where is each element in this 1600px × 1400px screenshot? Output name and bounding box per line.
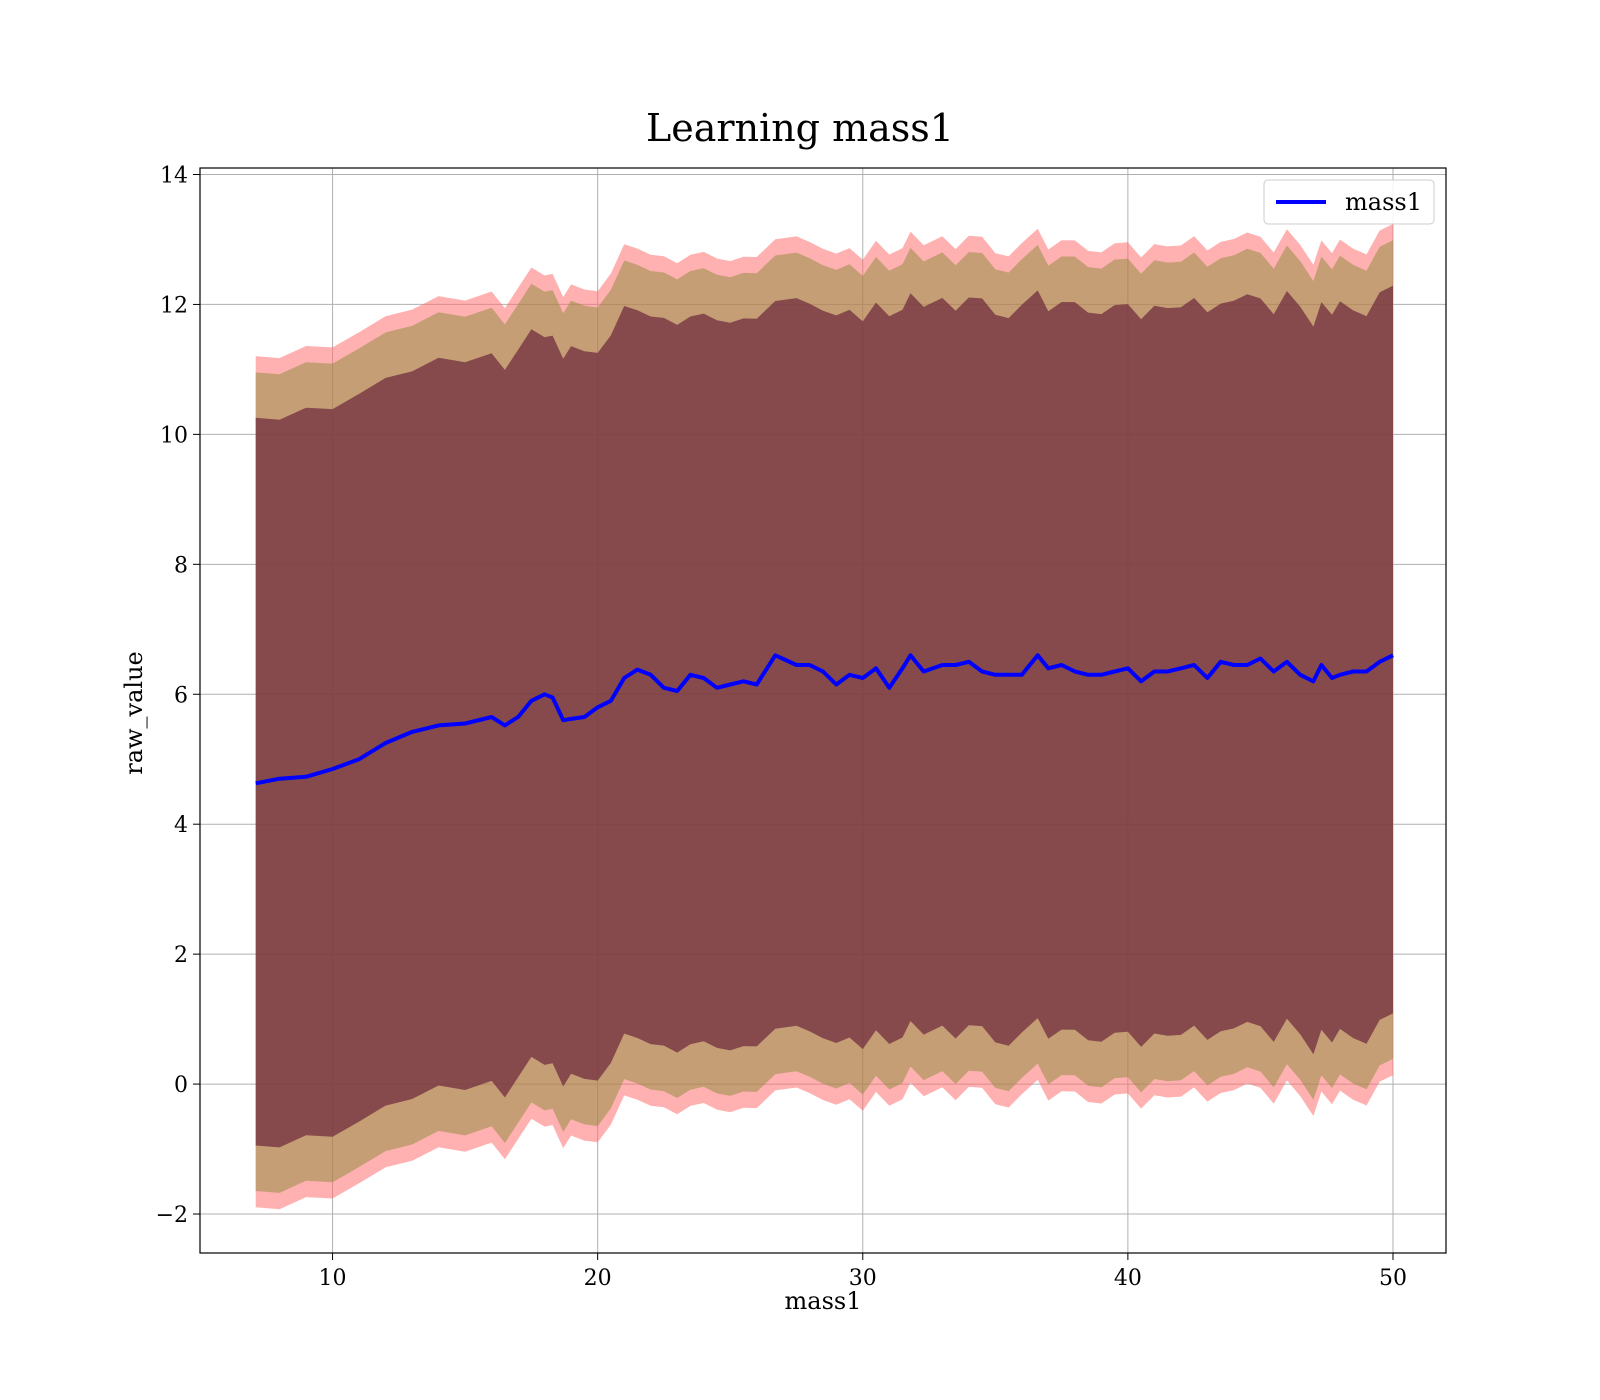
y-tick-label: 8 xyxy=(174,553,188,578)
legend-entry-mass1: mass1 xyxy=(1345,188,1422,216)
y-tick-label: −2 xyxy=(156,1203,188,1228)
y-tick-label: 0 xyxy=(174,1073,188,1098)
x-tick-label: 20 xyxy=(584,1266,612,1291)
x-tick-label: 50 xyxy=(1379,1266,1407,1291)
y-tick-label: 14 xyxy=(160,163,188,188)
legend: mass1 xyxy=(1263,179,1435,225)
legend-box xyxy=(1263,179,1435,225)
y-tick-label: 4 xyxy=(174,813,188,838)
y-axis-label: raw_value xyxy=(120,651,148,775)
series-line-mass1 xyxy=(255,653,1394,786)
uncertainty-bands xyxy=(255,224,1394,1210)
x-tick-label: 40 xyxy=(1114,1266,1142,1291)
y-tick-label: 10 xyxy=(160,423,188,448)
y-tick-label: 6 xyxy=(174,683,188,708)
data-lines xyxy=(255,653,1394,786)
x-axis-ticks: 10 20 30 40 50 xyxy=(319,1253,1407,1291)
x-tick-label: 30 xyxy=(849,1266,877,1291)
plot-frame xyxy=(199,167,1447,1254)
x-tick-label: 10 xyxy=(319,1266,347,1291)
x-axis-label: mass1 xyxy=(785,1287,862,1315)
band-inner xyxy=(255,285,1394,1148)
chart-title: Learning mass1 xyxy=(646,106,954,150)
y-axis-ticks: −2 0 2 4 6 8 10 12 14 xyxy=(156,163,200,1228)
y-tick-label: 2 xyxy=(174,943,188,968)
y-tick-label: 12 xyxy=(160,293,188,318)
